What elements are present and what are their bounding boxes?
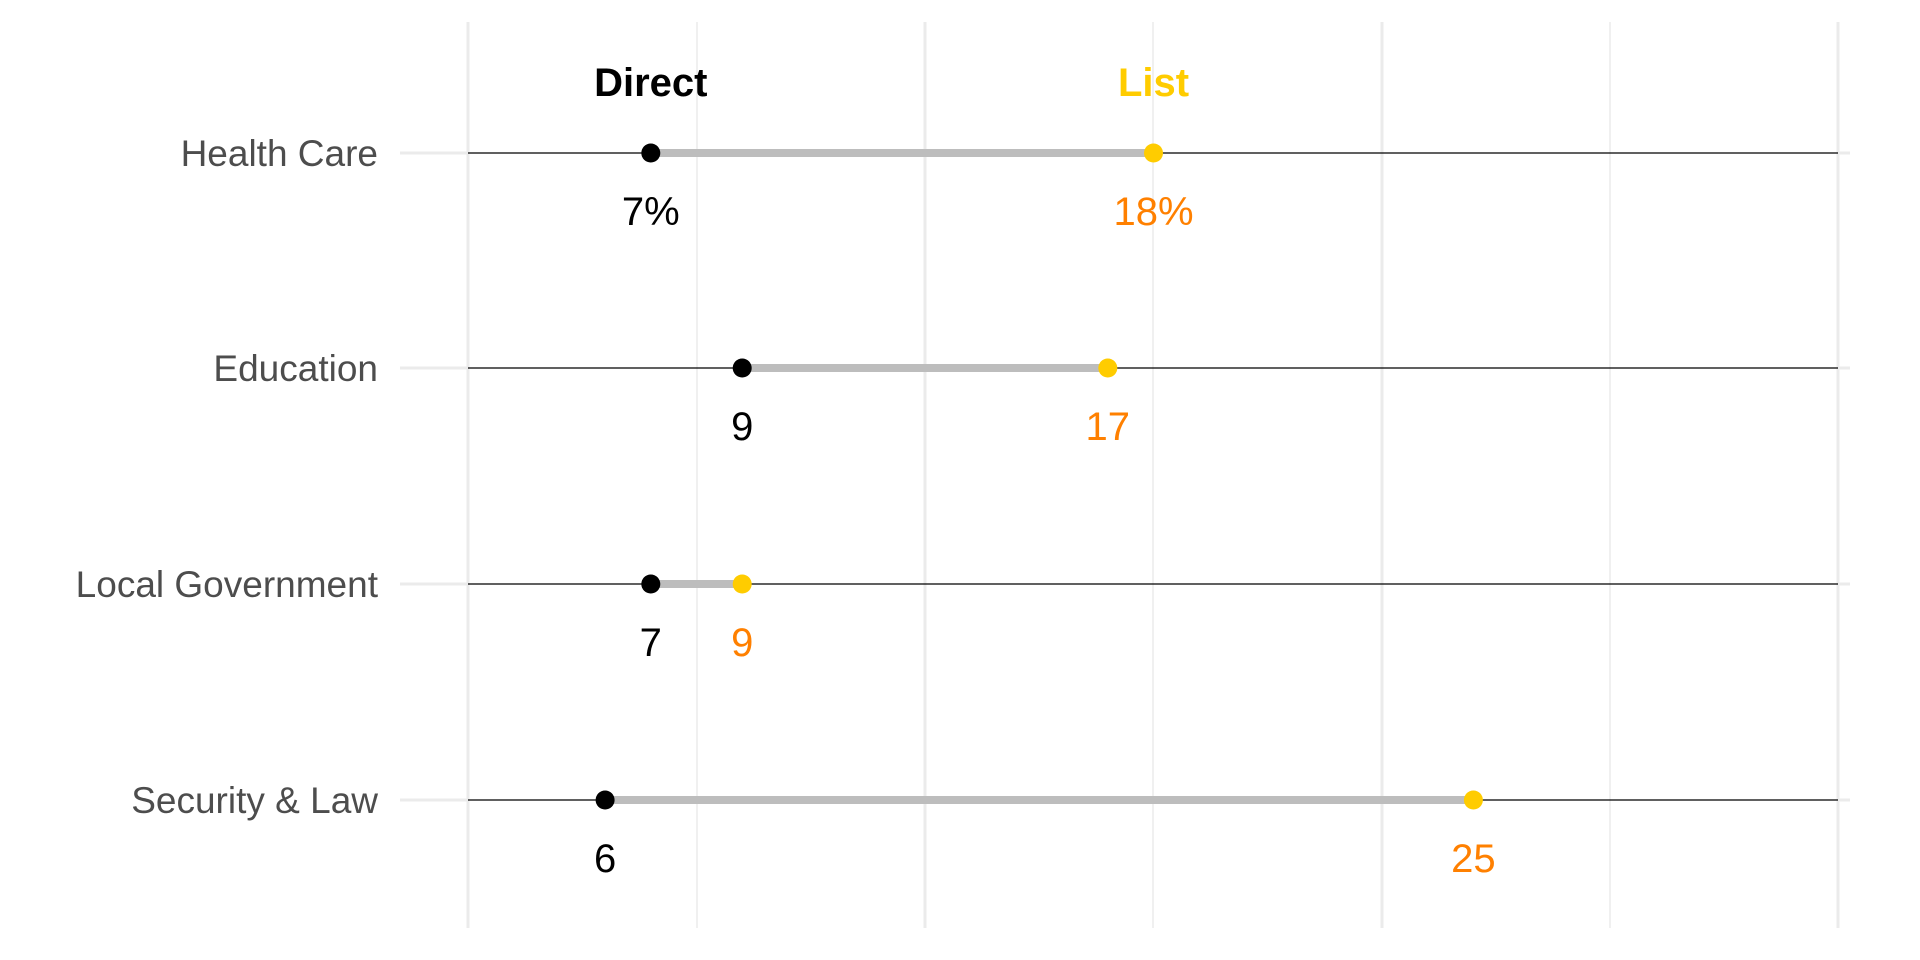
chart-rows: Health Care 7% 18% Education 9 17 Local Govern… — [76, 133, 1850, 881]
list-point — [1463, 790, 1483, 810]
chart-row: Health Care 7% 18% — [181, 133, 1850, 234]
direct-value-label: 7 — [640, 621, 662, 665]
list-value-label: 17 — [1086, 405, 1131, 449]
chart-row: Education 9 17 — [213, 348, 1850, 449]
list-point — [1144, 143, 1163, 163]
legend: Direct List — [594, 61, 1189, 105]
direct-point — [641, 143, 661, 163]
direct-value-label: 9 — [731, 405, 753, 449]
list-value-label: 9 — [731, 621, 753, 665]
list-point — [1098, 358, 1118, 378]
direct-value-label: 7% — [622, 190, 680, 234]
category-label: Security & Law — [131, 780, 378, 821]
category-label: Local Government — [76, 564, 379, 605]
list-point — [732, 574, 752, 594]
grid-lines — [466, 22, 1840, 928]
list-value-label: 18% — [1113, 190, 1193, 234]
category-label: Health Care — [181, 133, 378, 174]
legend-direct: Direct — [594, 61, 707, 105]
chart-row: Security & Law 6 25 — [131, 780, 1850, 881]
direct-point — [732, 358, 752, 378]
direct-point — [641, 574, 661, 594]
legend-list: List — [1118, 61, 1189, 105]
category-label: Education — [213, 348, 378, 389]
direct-point — [595, 790, 615, 810]
chart-row: Local Government 7 9 — [76, 564, 1850, 665]
list-value-label: 25 — [1451, 837, 1496, 881]
direct-value-label: 6 — [594, 837, 616, 881]
